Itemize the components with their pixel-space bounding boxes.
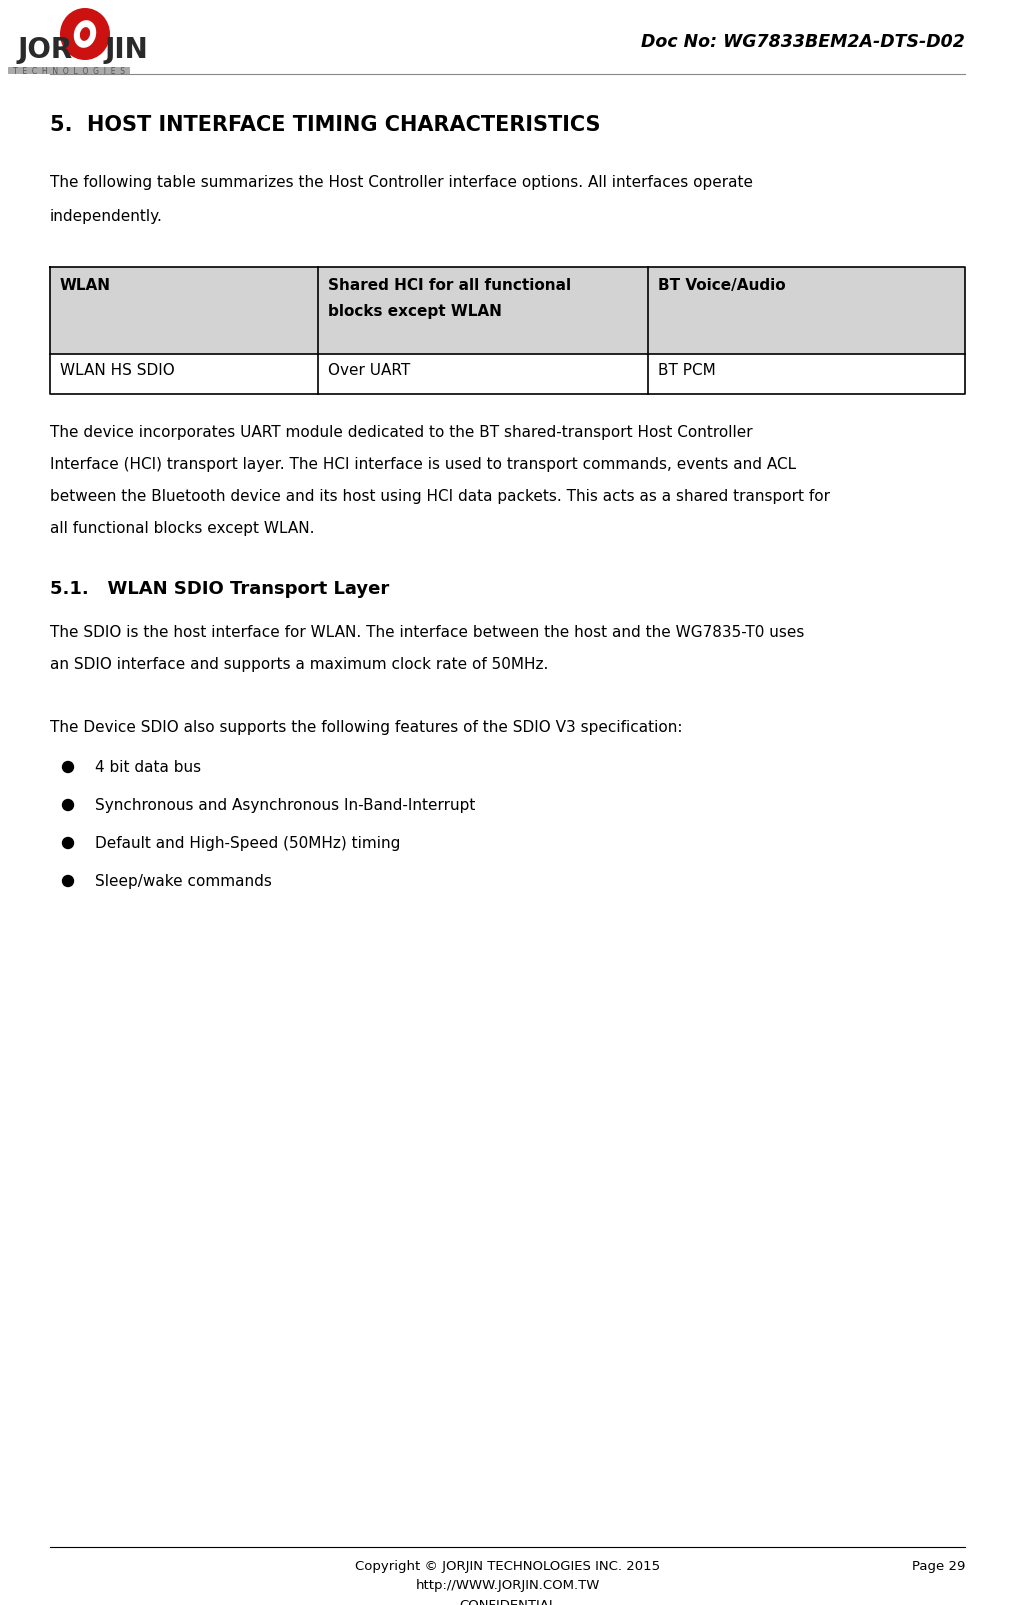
- Text: The Device SDIO also supports the following features of the SDIO V3 specificatio: The Device SDIO also supports the follow…: [50, 719, 682, 735]
- Text: The SDIO is the host interface for WLAN. The interface between the host and the : The SDIO is the host interface for WLAN.…: [50, 624, 804, 640]
- Text: BT Voice/Audio: BT Voice/Audio: [658, 278, 786, 292]
- Text: Interface (HCI) transport layer. The HCI interface is used to transport commands: Interface (HCI) transport layer. The HCI…: [50, 457, 796, 472]
- FancyBboxPatch shape: [8, 6, 138, 67]
- Text: Synchronous and Asynchronous In-Band-Interrupt: Synchronous and Asynchronous In-Band-Int…: [95, 798, 475, 812]
- Ellipse shape: [80, 29, 90, 42]
- Text: JOR: JOR: [18, 35, 73, 64]
- Circle shape: [63, 762, 73, 774]
- Text: The following table summarizes the Host Controller interface options. All interf: The following table summarizes the Host …: [50, 175, 753, 189]
- Circle shape: [63, 838, 73, 849]
- Text: 4 bit data bus: 4 bit data bus: [95, 759, 201, 775]
- Text: JIN: JIN: [105, 35, 149, 64]
- Text: Copyright © JORJIN TECHNOLOGIES INC. 2015
http://WWW.JORJIN.COM.TW
CONFIDENTIAL: Copyright © JORJIN TECHNOLOGIES INC. 201…: [355, 1558, 660, 1605]
- Text: 5.1.   WLAN SDIO Transport Layer: 5.1. WLAN SDIO Transport Layer: [50, 579, 389, 597]
- Polygon shape: [8, 67, 130, 75]
- Circle shape: [63, 876, 73, 888]
- Text: BT PCM: BT PCM: [658, 363, 716, 377]
- Text: WLAN HS SDIO: WLAN HS SDIO: [60, 363, 175, 377]
- Text: Default and High-Speed (50MHz) timing: Default and High-Speed (50MHz) timing: [95, 836, 400, 851]
- Text: T  E  C  H  N  O  L  O  G  I  E  S: T E C H N O L O G I E S: [13, 66, 125, 75]
- Text: independently.: independently.: [50, 209, 162, 223]
- Text: between the Bluetooth device and its host using HCI data packets. This acts as a: between the Bluetooth device and its hos…: [50, 488, 830, 504]
- Circle shape: [63, 799, 73, 811]
- Text: an SDIO interface and supports a maximum clock rate of 50MHz.: an SDIO interface and supports a maximum…: [50, 656, 548, 671]
- Text: Over UART: Over UART: [328, 363, 410, 377]
- Ellipse shape: [60, 10, 110, 61]
- Text: Sleep/wake commands: Sleep/wake commands: [95, 873, 272, 889]
- Text: WLAN: WLAN: [60, 278, 111, 292]
- Text: Shared HCI for all functional
blocks except WLAN: Shared HCI for all functional blocks exc…: [328, 278, 571, 319]
- Text: Page 29: Page 29: [911, 1558, 965, 1571]
- Text: The device incorporates UART module dedicated to the BT shared-transport Host Co: The device incorporates UART module dedi…: [50, 425, 753, 440]
- Text: all functional blocks except WLAN.: all functional blocks except WLAN.: [50, 520, 315, 536]
- Bar: [50, 268, 965, 355]
- Text: 5.  HOST INTERFACE TIMING CHARACTERISTICS: 5. HOST INTERFACE TIMING CHARACTERISTICS: [50, 116, 601, 135]
- Ellipse shape: [74, 21, 96, 48]
- Text: Doc No: WG7833BEM2A-DTS-D02: Doc No: WG7833BEM2A-DTS-D02: [641, 34, 965, 51]
